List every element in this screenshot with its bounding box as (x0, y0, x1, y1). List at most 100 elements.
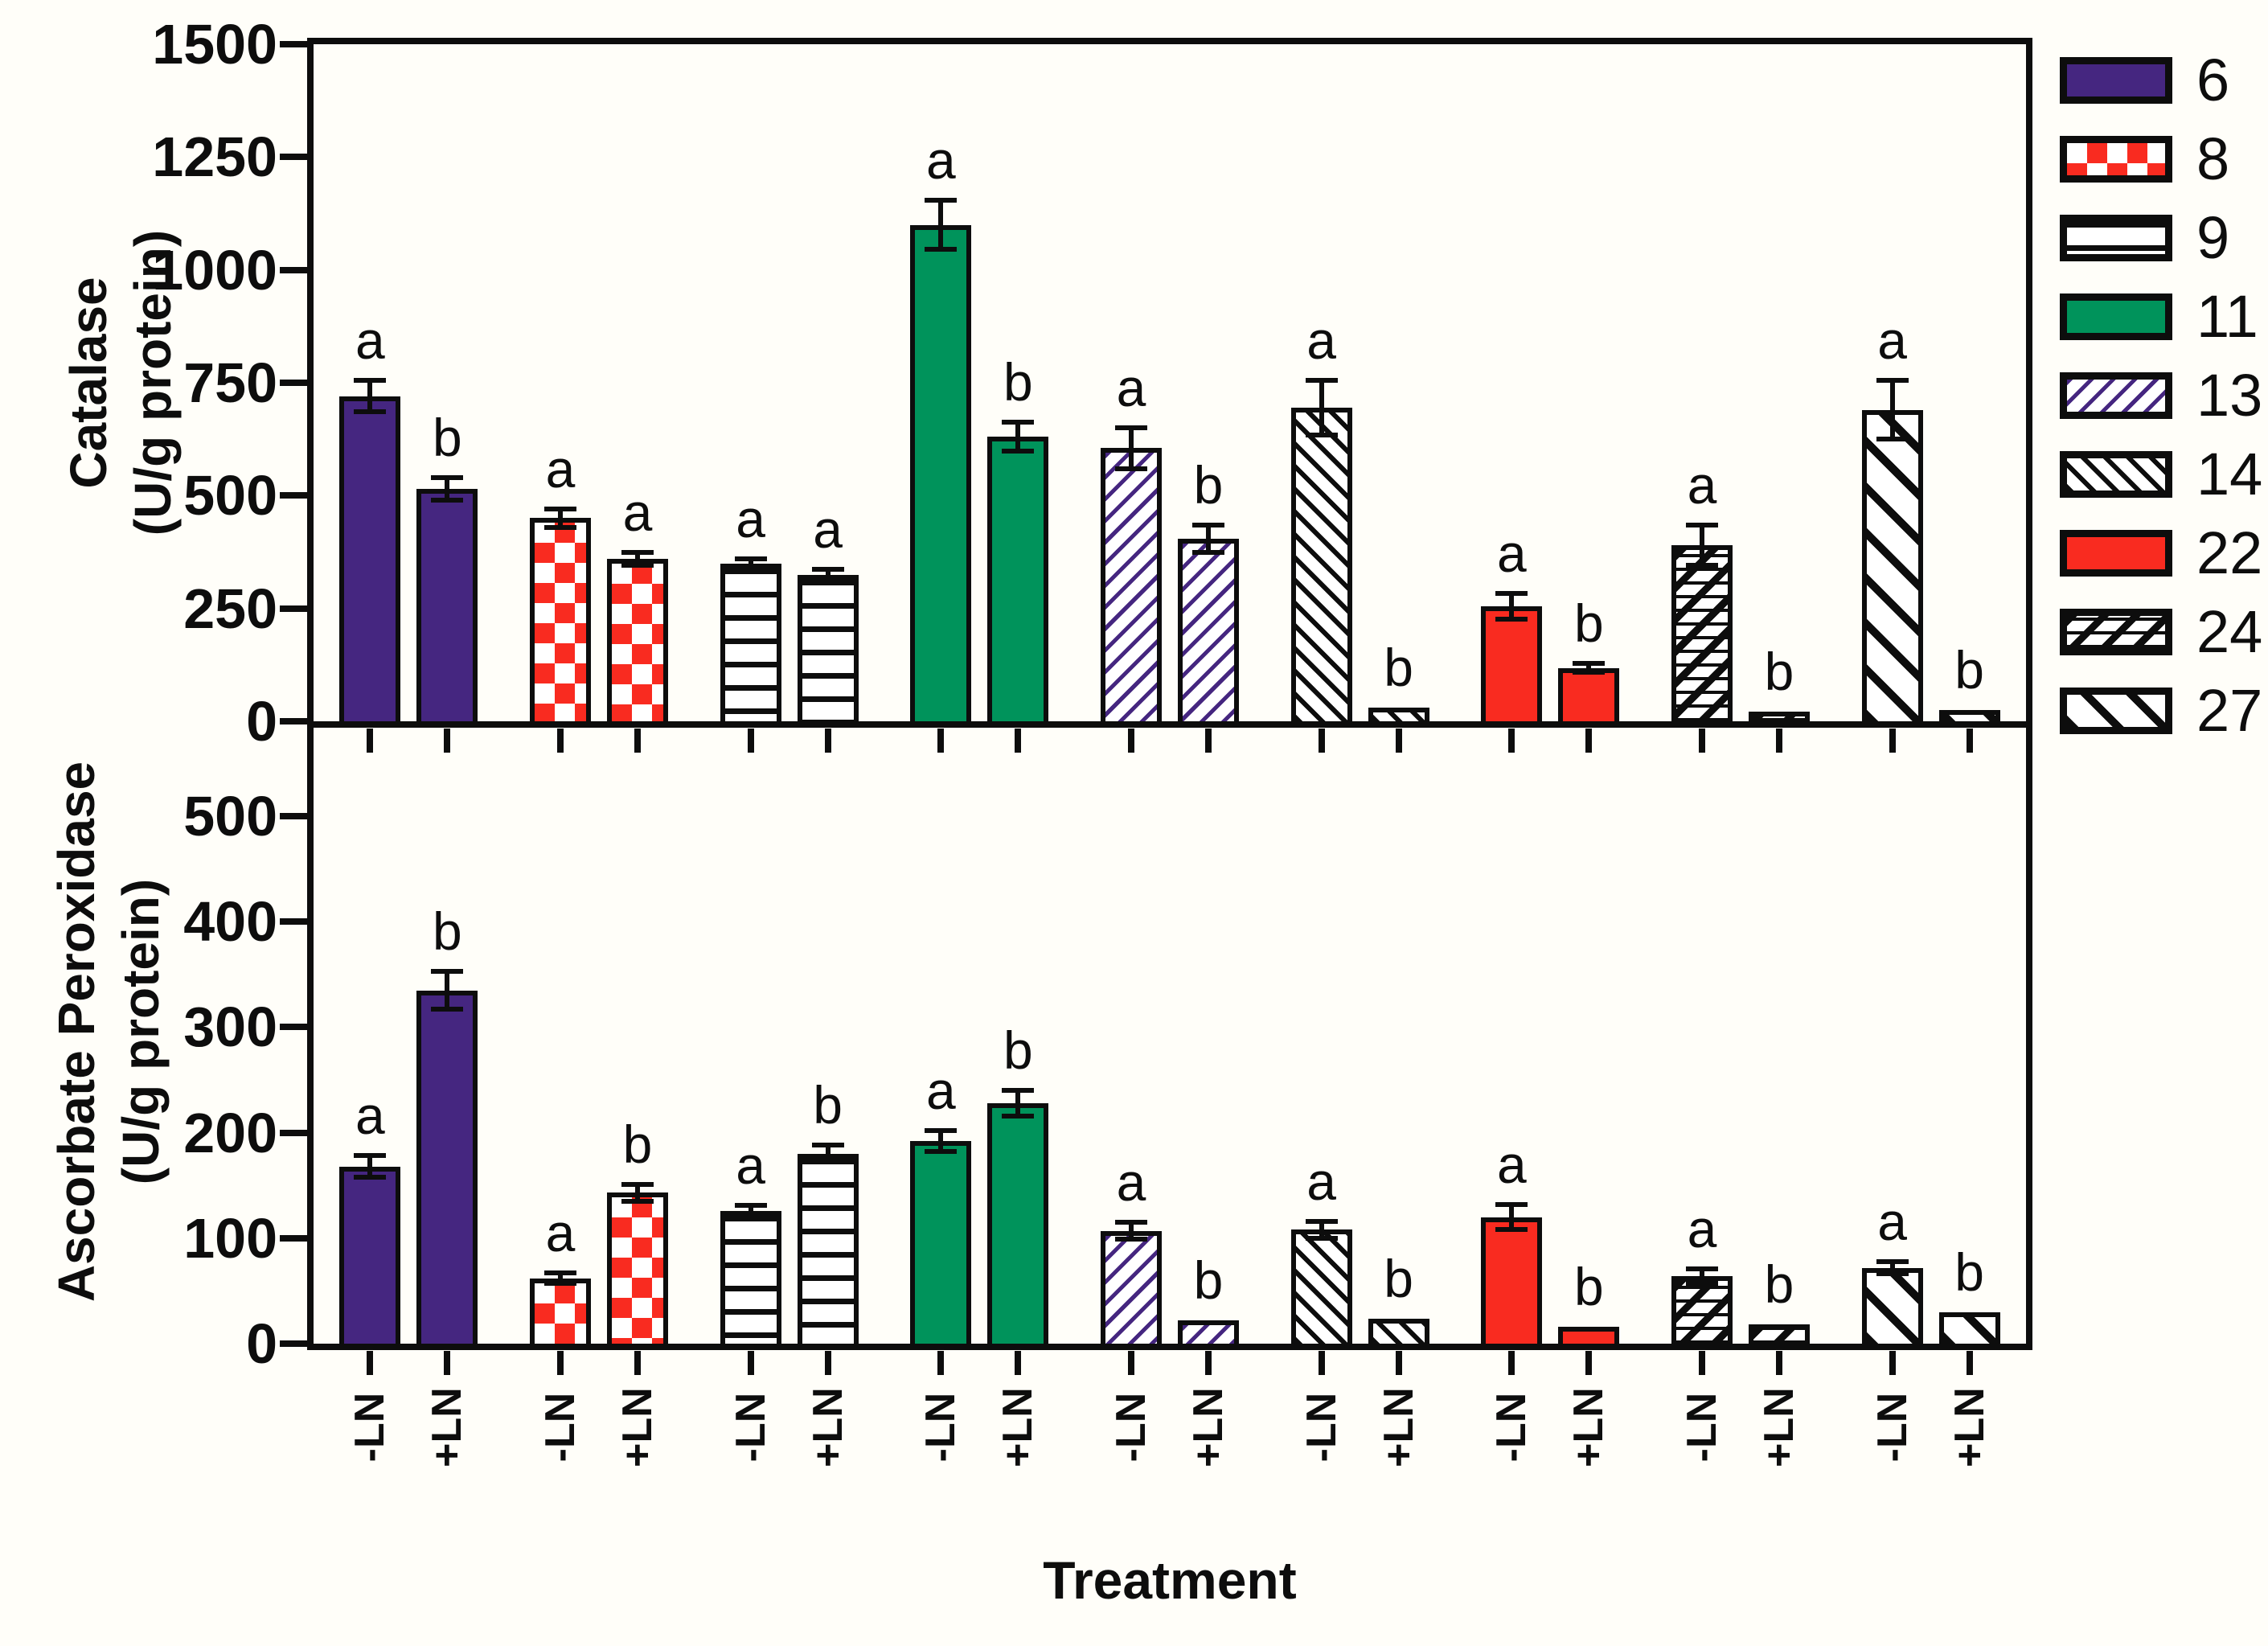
legend-label: 6 (2196, 47, 2230, 113)
error-bar-cap (354, 409, 387, 415)
x-tick (1966, 729, 1973, 753)
x-tick-label: -LN (727, 1392, 774, 1463)
significance-letter: a (813, 499, 843, 559)
x-tick-label: +LN (1565, 1387, 1613, 1467)
bar-catalase-22--LN (1481, 605, 1543, 721)
error-bar-cap (1495, 616, 1528, 622)
significance-letter: b (1764, 1254, 1794, 1315)
significance-letter: b (1193, 454, 1224, 515)
legend-swatch-8 (2060, 136, 2172, 183)
x-tick (1776, 1351, 1782, 1375)
significance-letter: b (1003, 352, 1033, 413)
bar-ascorbate-peroxidase-13-+LN (1178, 1320, 1239, 1344)
significance-letter: b (1384, 638, 1414, 698)
significance-letter: a (1306, 1151, 1337, 1211)
y-tick-label: 0 (246, 690, 277, 753)
x-tick (444, 1351, 451, 1375)
error-bar-cap (925, 247, 958, 252)
significance-letter: b (1954, 639, 1985, 700)
error-bar-cap (925, 1149, 958, 1155)
x-tick (1776, 729, 1782, 753)
x-tick (1508, 729, 1515, 753)
error-bar-cap (1002, 449, 1035, 454)
x-tick (444, 729, 451, 753)
error-bar-line (1889, 1261, 1895, 1275)
error-bar-cap (431, 968, 464, 974)
bar-ascorbate-peroxidase-14-+LN (1368, 1318, 1429, 1344)
bar-catalase-13--LN (1101, 448, 1162, 721)
legend-label: 8 (2196, 125, 2230, 192)
bar-catalase-6-+LN (416, 488, 478, 721)
significance-letter: b (432, 407, 462, 467)
bar-catalase-11--LN (910, 224, 972, 721)
error-bar-line (1509, 1204, 1515, 1230)
x-tick (367, 729, 374, 753)
error-bar-cap (1573, 661, 1606, 667)
error-bar-line (1509, 593, 1515, 619)
bar-catalase-14-+LN (1368, 708, 1429, 721)
x-tick-label: -LN (347, 1392, 394, 1463)
error-bar-cap (1002, 1113, 1035, 1119)
y-tick-label: 500 (183, 464, 277, 527)
x-tick-label: -LN (537, 1392, 584, 1463)
significance-letter: a (1496, 523, 1527, 584)
bar-catalase-24-+LN (1749, 711, 1810, 721)
error-bar-cap (354, 378, 387, 384)
x-tick-label: -LN (1298, 1392, 1345, 1463)
significance-letter: a (355, 1086, 385, 1146)
significance-letter: b (1954, 1242, 1985, 1302)
error-bar-line (1015, 1090, 1021, 1116)
error-bar-cap (1876, 1258, 1909, 1264)
bar-ascorbate-peroxidase-14--LN (1290, 1229, 1352, 1344)
bar-ascorbate-peroxidase-13--LN (1101, 1230, 1162, 1344)
x-tick (634, 729, 641, 753)
significance-letter: a (925, 1061, 956, 1120)
error-bar-line (1319, 1221, 1324, 1238)
error-bar-cap (431, 474, 464, 480)
y-tick (280, 492, 314, 499)
bar-ascorbate-peroxidase-24-+LN (1749, 1324, 1810, 1344)
x-tick (1128, 1351, 1134, 1375)
error-bar-line (825, 1145, 831, 1163)
significance-letter: a (1687, 454, 1717, 515)
bar-catalase-27-+LN (1938, 709, 2000, 721)
x-tick (1205, 729, 1212, 753)
x-tick (1508, 1351, 1515, 1375)
error-bar-cap (1686, 1281, 1718, 1287)
error-bar-cap (1305, 1235, 1338, 1241)
legend-swatch-11 (2060, 293, 2172, 340)
bar-catalase-11-+LN (987, 437, 1049, 721)
error-bar-cap (621, 549, 654, 555)
error-bar-line (558, 509, 563, 527)
bar-catalase-13-+LN (1178, 538, 1239, 721)
error-bar-cap (1686, 522, 1718, 527)
legend-label: 9 (2196, 204, 2230, 271)
x-tick (1966, 1351, 1973, 1375)
error-bar-cap (621, 563, 654, 569)
y-tick (280, 1129, 314, 1136)
x-tick-label: +LN (1946, 1387, 1993, 1467)
bar-ascorbate-peroxidase-8--LN (530, 1278, 591, 1344)
x-tick (937, 729, 945, 753)
x-tick (557, 1351, 564, 1375)
significance-letter: a (1687, 1198, 1717, 1258)
error-bar-cap (734, 1203, 767, 1209)
bar-ascorbate-peroxidase-8-+LN (607, 1192, 668, 1344)
significance-letter: a (1116, 358, 1146, 418)
significance-letter: a (545, 1203, 576, 1263)
error-bar-cap (1573, 670, 1606, 675)
y-tick-label: 250 (183, 577, 277, 640)
significance-letter: b (1573, 593, 1604, 654)
x-tick-label: +LN (1375, 1387, 1422, 1467)
x-tick (824, 729, 831, 753)
significance-letter: b (1384, 1248, 1414, 1308)
error-bar-cap (1192, 549, 1224, 555)
significance-letter: a (1877, 1191, 1908, 1251)
significance-letter: b (1193, 1250, 1224, 1311)
bar-ascorbate-peroxidase-22-+LN (1558, 1327, 1620, 1344)
legend-label: 24 (2196, 598, 2263, 665)
x-tick (1889, 729, 1896, 753)
error-bar-line (1889, 380, 1895, 440)
significance-letter: a (925, 129, 956, 190)
